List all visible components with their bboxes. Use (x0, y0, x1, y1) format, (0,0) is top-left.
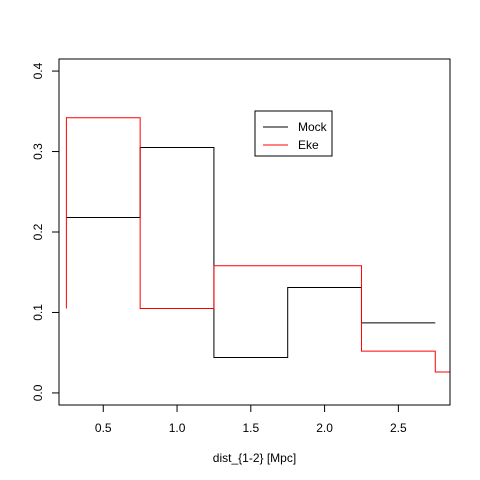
plot-content (65, 117, 450, 373)
y-axis: 0.0 0.1 0.2 0.3 0.4 (31, 62, 60, 401)
x-tick-label: 0.5 (95, 421, 112, 435)
legend-label-mock: Mock (298, 120, 328, 134)
x-axis-title: dist_{1-2} [Mpc] (213, 451, 296, 465)
y-tick-label: 0.4 (31, 62, 45, 79)
x-tick-label: 2.0 (316, 421, 333, 435)
legend-label-eke: Eke (298, 138, 319, 152)
x-tick-label: 1.5 (242, 421, 259, 435)
legend-box (254, 110, 333, 157)
x-tick-label: 1.0 (169, 421, 186, 435)
y-tick-label: 0.2 (31, 223, 45, 240)
legend: Mock Eke (254, 110, 333, 157)
x-tick-label: 2.5 (390, 421, 407, 435)
y-tick-label: 0.0 (31, 384, 45, 401)
y-tick-label: 0.1 (31, 304, 45, 321)
x-axis: 0.5 1.0 1.5 2.0 2.5 (95, 404, 407, 435)
y-tick-label: 0.3 (31, 143, 45, 160)
series-line-eke (65, 117, 450, 373)
